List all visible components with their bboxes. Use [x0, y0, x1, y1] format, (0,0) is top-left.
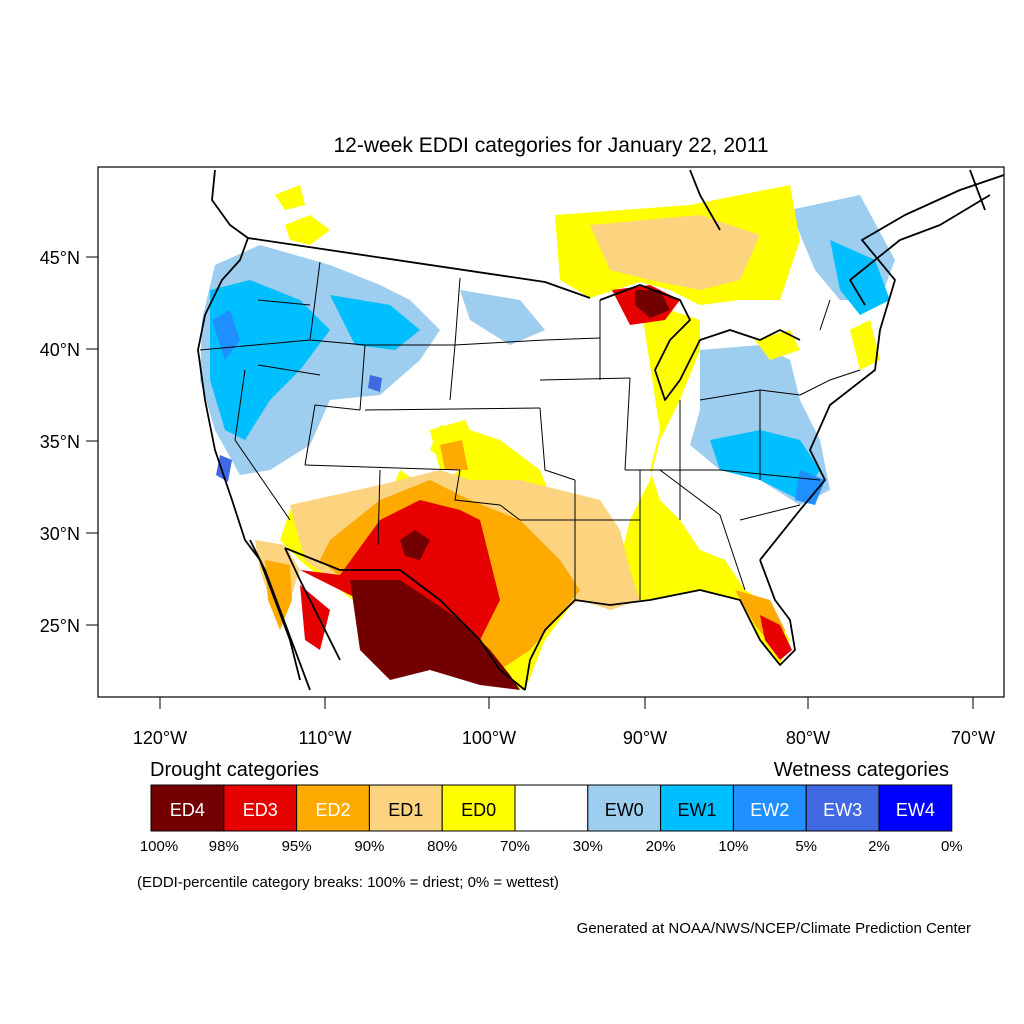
coastline-west [197, 169, 301, 681]
legend-label: ED3 [243, 800, 278, 820]
legend-swatch [587, 784, 662, 832]
y-tick-label: 45°N [40, 248, 80, 268]
legend-percent-label: 95% [282, 838, 312, 855]
legend-swatch [878, 784, 953, 832]
baja-coast [249, 539, 341, 691]
legend-swatch [660, 784, 734, 832]
legend-percent-label: 100% [140, 838, 178, 855]
legend-percent-label: 5% [795, 838, 817, 855]
coastline-gulf [524, 559, 796, 691]
legend-label: EW4 [896, 800, 935, 820]
legend-label: EW3 [823, 800, 862, 820]
legend-percent-breaks: 100% 98% 95% 90% 80% 70% 30% 20% 10% 5% 2% 0% [140, 838, 963, 855]
y-tick-label: 35°N [40, 432, 80, 452]
coastline-east [759, 174, 1004, 561]
legend-percent-label: 80% [427, 838, 457, 855]
legend-percent-label: 20% [646, 838, 676, 855]
x-tick-label: 70°W [951, 728, 995, 748]
credit-line: Generated at NOAA/NWS/NCEP/Climate Predi… [577, 920, 971, 937]
legend-label: EW2 [750, 800, 789, 820]
y-axis: 45°N 40°N 35°N 30°N 25°N [40, 248, 98, 636]
y-tick-label: 30°N [40, 524, 80, 544]
canada-coast [849, 169, 991, 306]
x-axis: 120°W 110°W 100°W 90°W 80°W 70°W [133, 697, 995, 748]
legend-label: ED1 [388, 800, 423, 820]
y-tick-label: 25°N [40, 616, 80, 636]
legend-percent-label: 98% [209, 838, 239, 855]
legend-swatch [805, 784, 880, 832]
x-tick-label: 110°W [299, 728, 352, 748]
map-area [98, 167, 1004, 697]
x-tick-label: 90°W [623, 728, 667, 748]
legend-percent-label: 0% [941, 838, 963, 855]
legend-label: EW1 [677, 800, 716, 820]
great-lakes [599, 169, 801, 401]
x-tick-label: 100°W [462, 728, 516, 748]
legend-percent-label: 30% [573, 838, 603, 855]
legend-percent-label: 70% [500, 838, 530, 855]
category-breaks-note: (EDDI-percentile category breaks: 100% =… [137, 874, 559, 891]
drought-categories-heading: Drought categories [150, 759, 319, 781]
wetness-categories-heading: Wetness categories [774, 759, 949, 781]
legend-label: ED4 [170, 800, 205, 820]
drought-field [255, 185, 880, 690]
legend-swatch [514, 784, 589, 832]
legend-color-bar: ED4 ED3 ED2 ED1 ED0 EW0 EW1 EW2 EW3 EW4 [150, 784, 953, 832]
map-title: 12-week EDDI categories for January 22, … [333, 134, 768, 157]
legend-swatch [223, 784, 298, 832]
legend-percent-label: 2% [868, 838, 890, 855]
legend-swatch [732, 784, 807, 832]
legend-percent-label: 10% [718, 838, 748, 855]
legend-label: EW0 [605, 800, 644, 820]
map-frame [97, 166, 1005, 698]
legend-label: ED2 [315, 800, 350, 820]
legend-label: ED0 [461, 800, 496, 820]
y-tick-label: 40°N [40, 340, 80, 360]
international-border [247, 237, 591, 691]
x-tick-label: 80°W [786, 728, 830, 748]
x-tick-label: 120°W [133, 728, 187, 748]
legend-swatch [296, 784, 370, 832]
legend-percent-label: 90% [354, 838, 384, 855]
